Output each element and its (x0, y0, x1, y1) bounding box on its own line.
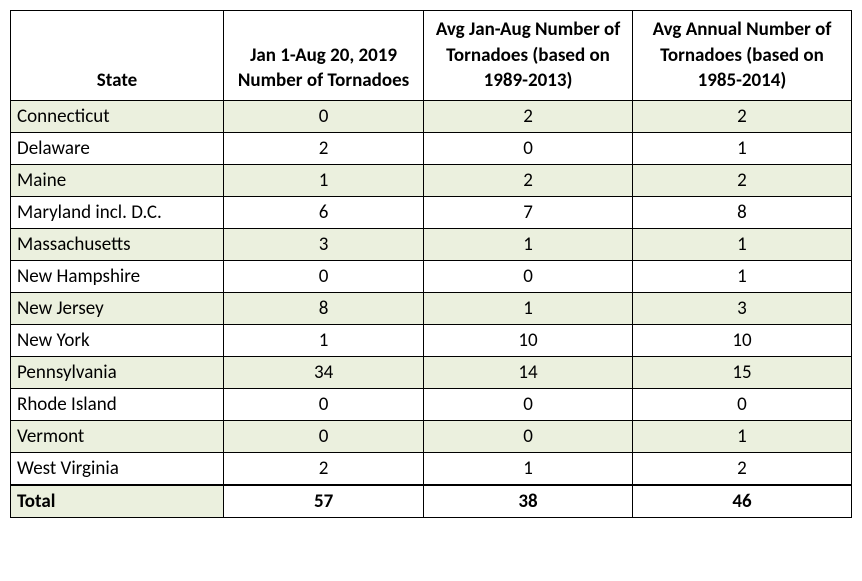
table-row: Maine 1 2 2 (11, 164, 852, 196)
cell-value: 1 (424, 228, 633, 260)
cell-state: Connecticut (11, 100, 224, 132)
table-body: Connecticut 0 2 2 Delaware 2 0 1 Maine 1… (11, 100, 852, 517)
cell-value: 10 (632, 324, 851, 356)
cell-total-value: 57 (223, 485, 423, 518)
cell-value: 1 (424, 292, 633, 324)
cell-value: 2 (632, 100, 851, 132)
table-row: Rhode Island 0 0 0 (11, 388, 852, 420)
table-row: New Jersey 8 1 3 (11, 292, 852, 324)
col-header-avg-annual: Avg Annual Number of Tornadoes (based on… (632, 11, 851, 101)
cell-value: 6 (223, 196, 423, 228)
cell-value: 0 (424, 260, 633, 292)
table-row: Connecticut 0 2 2 (11, 100, 852, 132)
cell-value: 7 (424, 196, 633, 228)
table-row: New York 1 10 10 (11, 324, 852, 356)
cell-value: 1 (632, 132, 851, 164)
cell-total-label: Total (11, 485, 224, 518)
cell-value: 14 (424, 356, 633, 388)
col-header-state: State (11, 11, 224, 101)
cell-value: 0 (223, 260, 423, 292)
col-header-avg-janaug: Avg Jan-Aug Number of Tornadoes (based o… (424, 11, 633, 101)
table-row: Massachusetts 3 1 1 (11, 228, 852, 260)
cell-state: Rhode Island (11, 388, 224, 420)
cell-value: 10 (424, 324, 633, 356)
cell-value: 1 (632, 260, 851, 292)
table-row: Vermont 0 0 1 (11, 420, 852, 452)
cell-value: 1 (632, 228, 851, 260)
cell-value: 0 (424, 420, 633, 452)
table-row: New Hampshire 0 0 1 (11, 260, 852, 292)
cell-value: 2 (424, 164, 633, 196)
cell-value: 8 (223, 292, 423, 324)
cell-state: Massachusetts (11, 228, 224, 260)
cell-value: 3 (632, 292, 851, 324)
cell-value: 0 (632, 388, 851, 420)
table-row: West Virginia 2 1 2 (11, 452, 852, 485)
cell-total-value: 46 (632, 485, 851, 518)
cell-value: 0 (223, 100, 423, 132)
cell-value: 0 (424, 388, 633, 420)
cell-value: 0 (223, 420, 423, 452)
table-row-total: Total 57 38 46 (11, 485, 852, 518)
cell-value: 2 (632, 164, 851, 196)
cell-value: 2 (632, 452, 851, 485)
cell-state: Maine (11, 164, 224, 196)
cell-value: 34 (223, 356, 423, 388)
tornado-table: State Jan 1-Aug 20, 2019 Number of Torna… (10, 10, 852, 518)
table-row: Maryland incl. D.C. 6 7 8 (11, 196, 852, 228)
cell-state: New Hampshire (11, 260, 224, 292)
cell-value: 2 (223, 452, 423, 485)
cell-value: 2 (424, 100, 633, 132)
cell-value: 8 (632, 196, 851, 228)
cell-value: 0 (424, 132, 633, 164)
cell-value: 2 (223, 132, 423, 164)
cell-total-value: 38 (424, 485, 633, 518)
cell-value: 1 (632, 420, 851, 452)
cell-state: Pennsylvania (11, 356, 224, 388)
cell-value: 1 (223, 164, 423, 196)
cell-state: Vermont (11, 420, 224, 452)
cell-state: Delaware (11, 132, 224, 164)
table-row: Pennsylvania 34 14 15 (11, 356, 852, 388)
col-header-2019: Jan 1-Aug 20, 2019 Number of Tornadoes (223, 11, 423, 101)
cell-state: New Jersey (11, 292, 224, 324)
cell-value: 1 (223, 324, 423, 356)
cell-value: 0 (223, 388, 423, 420)
cell-value: 3 (223, 228, 423, 260)
cell-value: 1 (424, 452, 633, 485)
table-row: Delaware 2 0 1 (11, 132, 852, 164)
table-header: State Jan 1-Aug 20, 2019 Number of Torna… (11, 11, 852, 101)
cell-state: West Virginia (11, 452, 224, 485)
cell-value: 15 (632, 356, 851, 388)
cell-state: Maryland incl. D.C. (11, 196, 224, 228)
cell-state: New York (11, 324, 224, 356)
